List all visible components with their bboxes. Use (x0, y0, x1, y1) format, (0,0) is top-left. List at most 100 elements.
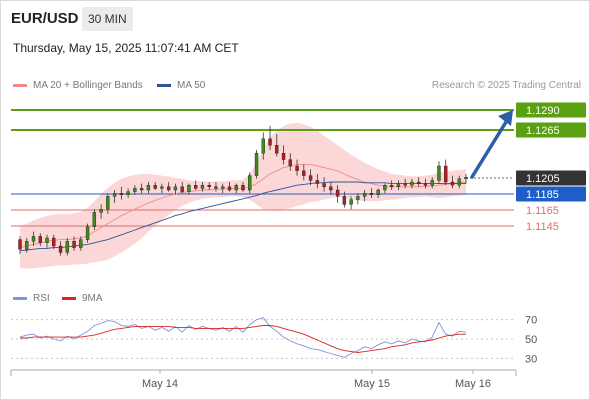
candle (234, 183, 238, 194)
candle-body (403, 183, 407, 186)
candle-body (160, 186, 164, 189)
candle-body (376, 189, 380, 195)
x-tick-label-1: May 15 (354, 378, 390, 390)
candle-body (18, 239, 22, 250)
rsi-line (19, 317, 467, 358)
level-label-1.1265: 1.1265 (526, 125, 560, 137)
legend-ma20-swatch (13, 84, 27, 87)
candle (52, 234, 56, 250)
candle (207, 182, 211, 190)
level-label-1.1205: 1.1205 (526, 173, 560, 185)
candle-body (288, 159, 293, 167)
x-tick-label-0: May 14 (142, 378, 178, 390)
candle (403, 178, 407, 189)
candle-body (153, 184, 157, 189)
candle-body (79, 239, 83, 248)
level-tag-1.1290 (516, 102, 586, 118)
forecast-arrow-head (498, 110, 513, 126)
candle-body (281, 152, 286, 160)
candle-body (227, 186, 232, 191)
level-tag-1.1185 (516, 186, 586, 202)
candle (302, 164, 306, 181)
candle-body (261, 138, 265, 154)
candle (200, 182, 205, 192)
rsi-level-label-70: 70 (525, 315, 537, 327)
candle-body (335, 189, 340, 197)
candle-body (430, 180, 434, 186)
candle-body (200, 184, 205, 189)
candle (275, 134, 279, 157)
candle (99, 204, 103, 219)
candle (126, 188, 130, 198)
rsi-level-label-30: 30 (525, 353, 537, 365)
candle-body (362, 192, 367, 197)
candle (295, 159, 299, 176)
candle-body (450, 181, 455, 186)
candle (322, 177, 326, 192)
candle-body (437, 165, 441, 181)
candle (38, 233, 42, 246)
candle (437, 161, 441, 184)
legend-ma50-swatch (157, 84, 171, 87)
candle (315, 174, 320, 189)
candle (85, 223, 90, 243)
candle (166, 182, 171, 192)
candle-body (193, 184, 198, 189)
legend-ma50: MA 50 (157, 80, 205, 91)
candle-body (45, 237, 49, 243)
candle (153, 182, 157, 190)
candle (221, 183, 225, 194)
candle-body (254, 152, 259, 176)
candle-body (302, 170, 306, 176)
candle-body (248, 175, 252, 191)
candle (119, 186, 124, 200)
candle-body (187, 184, 191, 192)
candle-body (126, 191, 130, 196)
candle (160, 183, 164, 194)
candle-body (383, 184, 387, 191)
candle-body (31, 236, 36, 242)
timeframe-badge[interactable]: 30 MIN (82, 7, 133, 31)
level-tag-1.1205 (516, 170, 586, 186)
candle (349, 196, 353, 210)
candle (139, 183, 144, 194)
legend-9ma: 9MA (62, 293, 103, 304)
candle (450, 175, 455, 189)
level-label-1.1165: 1.1165 (526, 205, 559, 217)
legend-9ma-swatch (62, 297, 76, 300)
candle-body (356, 196, 360, 200)
candle (464, 174, 468, 184)
candle (79, 236, 83, 251)
candle (261, 132, 265, 160)
candle (362, 190, 367, 202)
candle (369, 188, 374, 198)
candle (308, 169, 313, 186)
candle-body (464, 176, 468, 179)
candle-body (241, 184, 245, 191)
candle (329, 182, 333, 195)
level-label-1.1290: 1.1290 (526, 105, 560, 117)
forecast-arrow-shaft (470, 120, 508, 179)
credit-text: Research © 2025 Trading Central (431, 80, 581, 91)
candle (31, 231, 36, 246)
candle (106, 193, 110, 214)
candle (423, 178, 428, 189)
candle-body (322, 183, 326, 188)
candle-body (106, 196, 110, 210)
candle (133, 185, 137, 195)
candle-body (295, 165, 299, 172)
candle (227, 182, 232, 192)
candle (173, 183, 178, 195)
candle (45, 234, 49, 248)
candle (430, 177, 434, 189)
candle (396, 180, 401, 190)
candle-body (423, 183, 428, 186)
level-label-1.1145: 1.1145 (526, 221, 559, 233)
candle (356, 193, 360, 205)
rsi-level-label-50: 50 (525, 334, 537, 346)
candle-body (457, 178, 461, 186)
legend-rsi-label: RSI (33, 293, 50, 304)
legend-rsi-swatch (13, 297, 27, 300)
candle-body (234, 184, 238, 191)
